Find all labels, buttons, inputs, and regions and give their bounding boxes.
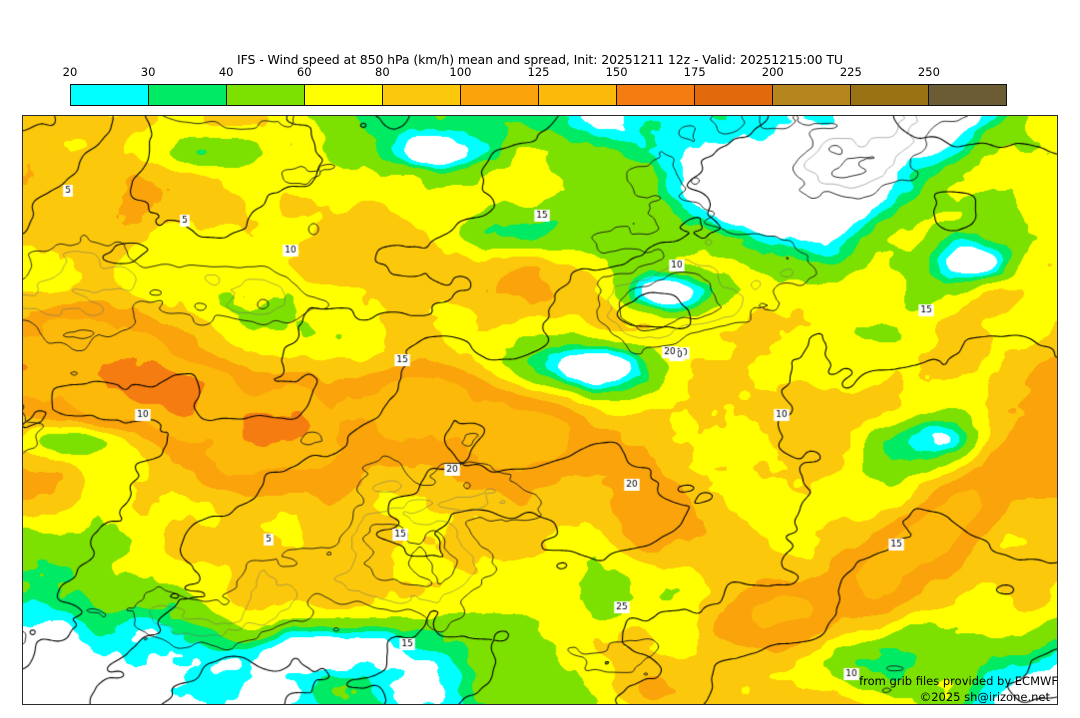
colorbar-tick-labels: 20 30 40 60 80 100 125 150 175 200 225 250 [63, 65, 1007, 81]
map-plot-area [22, 115, 1058, 705]
colorbar-tick-40: 40 [218, 65, 234, 79]
colorbar-segment-60-80 [305, 85, 383, 105]
colorbar-segment-20-30 [71, 85, 149, 105]
colorbar-tick-250: 250 [917, 65, 940, 79]
colorbar-segment-30-40 [149, 85, 227, 105]
colorbar: 20 30 40 60 80 100 125 150 175 200 225 250 [63, 65, 1007, 106]
colorbar-segment-125-150 [539, 85, 617, 105]
data-source-credit: from grib files provided by ECMWF [859, 674, 1058, 688]
wind-speed-contour-map [23, 116, 1057, 704]
colorbar-segment-175-200 [695, 85, 773, 105]
colorbar-segment-150-175 [617, 85, 695, 105]
colorbar-tick-100: 100 [449, 65, 472, 79]
copyright-credit: ©2025 sh@irizone.net [919, 690, 1050, 704]
colorbar-tick-30: 30 [140, 65, 156, 79]
page-title: IFS - Wind speed at 850 hPa (km/h) mean … [237, 52, 843, 67]
colorbar-segment-100-125 [461, 85, 539, 105]
colorbar-tick-150: 150 [605, 65, 628, 79]
colorbar-tick-80: 80 [375, 65, 390, 79]
colorbar-segment-80-100 [383, 85, 461, 105]
colorbar-segment-200-225 [773, 85, 851, 105]
colorbar-tick-125: 125 [527, 65, 550, 79]
colorbar-tick-175: 175 [683, 65, 706, 79]
colorbar-tick-200: 200 [761, 65, 784, 79]
colorbar-segment->250 [929, 85, 1006, 105]
colorbar-segment-225-250 [851, 85, 929, 105]
colorbar-segments [70, 84, 1007, 106]
colorbar-segment-40-60 [227, 85, 305, 105]
colorbar-tick-225: 225 [839, 65, 862, 79]
colorbar-tick-20: 20 [62, 65, 78, 79]
colorbar-tick-60: 60 [296, 65, 312, 79]
